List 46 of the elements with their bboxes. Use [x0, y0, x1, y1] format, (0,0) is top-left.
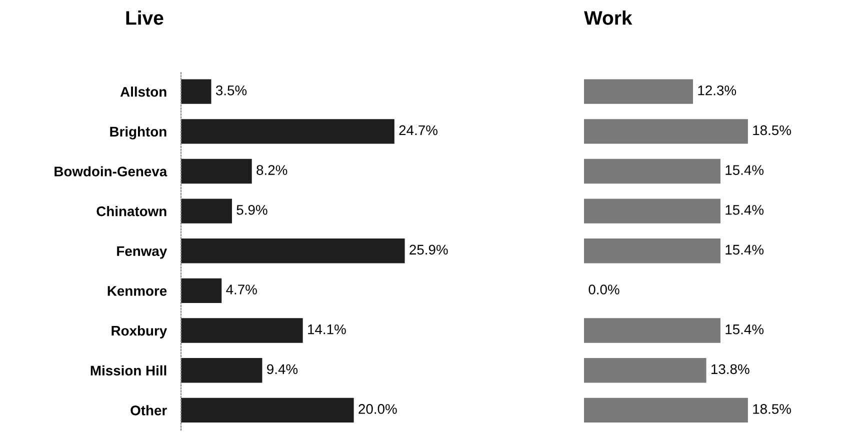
y-tick-label: Fenway [117, 246, 168, 259]
data-label: 0.0% [588, 284, 620, 294]
data-label: 20.0% [358, 404, 397, 414]
data-label: 3.5% [216, 85, 247, 96]
data-label: 14.1% [308, 324, 346, 334]
data-label: 25.9% [410, 244, 448, 255]
bar [584, 79, 693, 104]
bar [584, 119, 748, 144]
bar [584, 158, 720, 184]
bar [181, 318, 303, 343]
bar [181, 358, 262, 383]
bar [584, 398, 748, 423]
data-label: 13.8% [712, 364, 750, 374]
y-tick-label: Kenmore [108, 286, 167, 296]
chart-title: Work [584, 10, 632, 25]
data-label: 4.7% [226, 284, 257, 294]
y-tick-label: Roxbury [112, 325, 168, 338]
bar [584, 318, 720, 343]
y-tick-label: Brighton [110, 126, 166, 140]
bar [584, 238, 720, 264]
bar [584, 198, 720, 224]
y-tick-label: Allston [120, 86, 166, 97]
data-label: 8.2% [256, 165, 288, 175]
bar [181, 238, 405, 264]
bar [181, 158, 252, 184]
y-tick-label: Bowdoin-Geneva [54, 166, 168, 176]
bar [181, 198, 232, 224]
data-label: 15.4% [726, 324, 764, 334]
data-label: 18.5% [753, 404, 791, 414]
data-label: 9.4% [267, 364, 298, 374]
data-label: 12.3% [698, 85, 736, 96]
data-label: 24.7% [399, 125, 438, 136]
bar [584, 358, 706, 383]
y-tick-label: Other [130, 405, 167, 416]
data-label: 15.4% [726, 244, 764, 255]
bar [181, 398, 354, 423]
data-label: 15.4% [726, 165, 764, 175]
bar [181, 119, 394, 144]
data-label: 5.9% [236, 204, 268, 215]
y-tick-label: Mission Hill [90, 365, 166, 376]
bar [181, 79, 212, 104]
y-tick-label: Chinatown [96, 206, 166, 216]
data-label: 18.5% [753, 125, 791, 136]
chart-title: Live [126, 10, 164, 25]
bar [181, 278, 222, 304]
data-label: 15.4% [726, 205, 764, 215]
